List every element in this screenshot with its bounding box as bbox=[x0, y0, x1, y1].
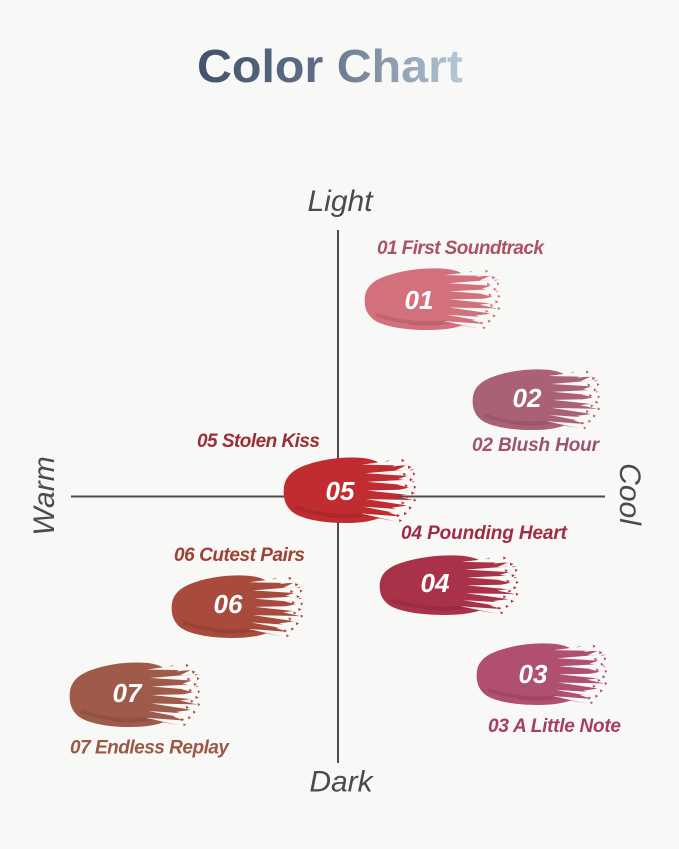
svg-text:04 Pounding Heart: 04 Pounding Heart bbox=[401, 523, 568, 544]
svg-text:01: 01 bbox=[405, 285, 434, 315]
svg-text:Dark: Dark bbox=[309, 766, 374, 799]
svg-text:01 First Soundtrack: 01 First Soundtrack bbox=[377, 238, 545, 259]
svg-text:03 A Little Note: 03 A Little Note bbox=[488, 716, 621, 737]
svg-text:04: 04 bbox=[421, 568, 450, 598]
svg-text:Color Chart: Color Chart bbox=[197, 40, 463, 92]
svg-text:05 Stolen Kiss: 05 Stolen Kiss bbox=[197, 431, 320, 452]
svg-text:Warm: Warm bbox=[28, 456, 61, 535]
svg-text:02: 02 bbox=[513, 383, 542, 413]
svg-text:02 Blush Hour: 02 Blush Hour bbox=[472, 435, 601, 456]
svg-text:06 Cutest Pairs: 06 Cutest Pairs bbox=[174, 545, 305, 566]
svg-text:Cool: Cool bbox=[613, 463, 646, 526]
svg-text:Light: Light bbox=[307, 185, 374, 218]
svg-text:07 Endless Replay: 07 Endless Replay bbox=[70, 738, 230, 759]
svg-text:07: 07 bbox=[113, 678, 143, 708]
svg-text:06: 06 bbox=[214, 589, 243, 619]
svg-text:05: 05 bbox=[326, 476, 355, 506]
svg-text:03: 03 bbox=[519, 659, 548, 689]
